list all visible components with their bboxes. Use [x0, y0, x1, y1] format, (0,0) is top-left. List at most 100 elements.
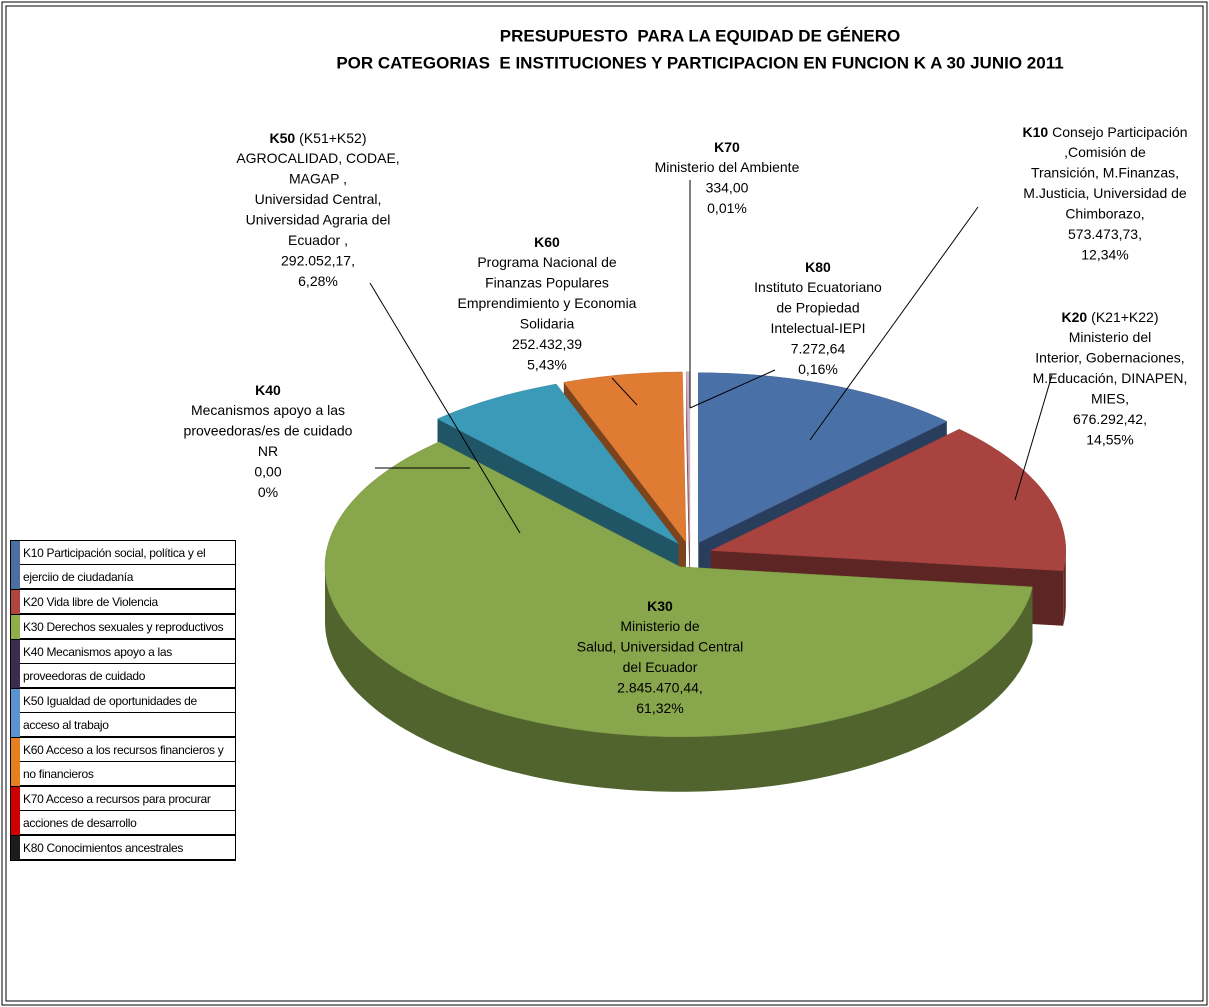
data-label-code: K80 [805, 259, 831, 275]
slice-top [324, 441, 1033, 738]
legend-label: K70 Acceso a recursos para procurar acci… [20, 787, 235, 835]
legend-entry: K30 Derechos sexuales y reproductivos [11, 615, 235, 640]
data-label-line: M.Educación, DINAPEN, [1033, 370, 1188, 386]
data-label-percent: 61,32% [636, 700, 683, 716]
leader-line [1014, 374, 1053, 501]
data-label-line: de Propiedad [776, 300, 859, 316]
legend-swatch [11, 689, 20, 737]
data-label-line: Ecuador , [288, 232, 348, 248]
data-label-line: Emprendimiento y Economia [458, 295, 637, 311]
data-label-value: 573.473,73, [1068, 226, 1142, 242]
data-label-head: K50 (K51+K52) [269, 130, 366, 146]
data-label-head: K80 [805, 259, 831, 275]
data-label-value: 334,00 [706, 180, 749, 196]
slice-wall [325, 566, 1033, 792]
data-label-line: Transición, M.Finanzas, [1031, 165, 1179, 181]
data-label-code: K10 [1022, 124, 1048, 140]
legend-swatch [11, 787, 20, 835]
legend-entry: K80 Conocimientos ancestrales [11, 836, 235, 860]
data-label-line: Programa Nacional de [477, 254, 617, 270]
data-label-percent: 0,01% [707, 200, 747, 216]
legend-entry: K60 Acceso a los recursos financieros y … [11, 738, 235, 787]
data-label-value: 292.052,17, [281, 253, 355, 269]
legend-entry: K40 Mecanismos apoyo a las proveedoras d… [11, 640, 235, 689]
data-label-value: 676.292,42, [1073, 411, 1147, 427]
data-label-percent: 0,16% [798, 361, 838, 377]
data-label-value: 7.272,64 [791, 341, 846, 357]
data-label-percent: 6,28% [298, 273, 338, 289]
data-label-line: del Ecuador [623, 659, 698, 675]
data-label-code: K60 [534, 234, 560, 250]
data-label-value: 252.432,39 [512, 336, 582, 352]
data-label-head: K70 [714, 139, 740, 155]
legend-swatch [11, 541, 20, 589]
data-label-line: Ministerio del Ambiente [655, 159, 800, 175]
legend-label: K10 Participación social, política y el … [20, 541, 235, 589]
leader-line [369, 282, 521, 534]
data-label-head: K40 [255, 382, 281, 398]
leader-line [689, 369, 776, 409]
data-label-line: Solidaria [520, 316, 575, 332]
slice [324, 441, 1033, 792]
data-label-line: Universidad Central, [255, 191, 382, 207]
data-label-percent: 12,34% [1081, 247, 1128, 263]
data-label-code: K40 [255, 382, 281, 398]
data-label-head: K30 [647, 598, 673, 614]
data-label-note: (K21+K22) [1091, 309, 1158, 325]
legend-swatch [11, 590, 20, 614]
slice-top [709, 428, 1067, 572]
slice-top [698, 372, 948, 544]
leader-line [611, 377, 638, 406]
legend-entry: K20 Vida libre de Violencia [11, 590, 235, 615]
data-label-code: K20 [1061, 309, 1087, 325]
data-label-percent: 0% [258, 484, 278, 500]
data-label-head: K10 Consejo Participación [1022, 124, 1187, 140]
data-label-line: Universidad Agraria del [246, 212, 391, 228]
data-label-line: Instituto Ecuatoriano [754, 279, 882, 295]
slice [685, 371, 691, 597]
data-label-line: Intelectual-IEPI [771, 320, 866, 336]
data-label-line: M.Justicia, Universidad de [1023, 185, 1187, 201]
slice-top [563, 371, 687, 543]
data-label-value: 0,00 [254, 464, 281, 480]
data-label-line: Ministerio de [620, 618, 700, 634]
data-label-value: 2.845.470,44, [617, 680, 703, 696]
chart-title: PRESUPUESTO PARA LA EQUIDAD DE GÉNERO [500, 26, 901, 45]
data-label-line: NR [258, 443, 278, 459]
data-label-line: Chimborazo, [1065, 206, 1144, 222]
chart-subtitle: POR CATEGORIAS E INSTITUCIONES Y PARTICI… [336, 53, 1063, 72]
data-label-line: Salud, Universidad Central [577, 639, 744, 655]
data-label-line: ,Comisión de [1064, 144, 1146, 160]
legend-entry: K50 Igualdad de oportunidades de acceso … [11, 689, 235, 738]
slice-top [685, 371, 691, 542]
legend-entry: K10 Participación social, política y el … [11, 541, 235, 590]
legend-label: K80 Conocimientos ancestrales [20, 836, 235, 860]
data-label-line: MAGAP , [289, 171, 347, 187]
legend-label: K20 Vida libre de Violencia [20, 590, 235, 614]
leader-line [809, 206, 979, 441]
data-label-percent: 5,43% [527, 357, 567, 373]
data-label-head: K20 (K21+K22) [1061, 309, 1158, 325]
data-label-note: (K51+K52) [299, 130, 366, 146]
legend-entry: K70 Acceso a recursos para procurar acci… [11, 787, 235, 836]
legend-swatch [11, 836, 20, 860]
legend-swatch [11, 615, 20, 639]
data-label-code: K50 [269, 130, 295, 146]
data-label-head: K60 [534, 234, 560, 250]
slice-top [436, 383, 679, 544]
data-label-code: K30 [647, 598, 673, 614]
legend-label: K60 Acceso a los recursos financieros y … [20, 738, 235, 786]
legend-swatch [11, 640, 20, 688]
slice-wall [1063, 550, 1066, 626]
data-label-code: K70 [714, 139, 740, 155]
data-label-note: Consejo Participación [1052, 124, 1187, 140]
legend-swatch [11, 738, 20, 786]
data-label-line: Mecanismos apoyo a las [191, 402, 345, 418]
data-label-line: proveedoras/es de cuidado [184, 423, 353, 439]
inner-border [5, 5, 1204, 1002]
data-label-line: Finanzas Populares [485, 275, 609, 291]
data-label-percent: 14,55% [1086, 432, 1133, 448]
